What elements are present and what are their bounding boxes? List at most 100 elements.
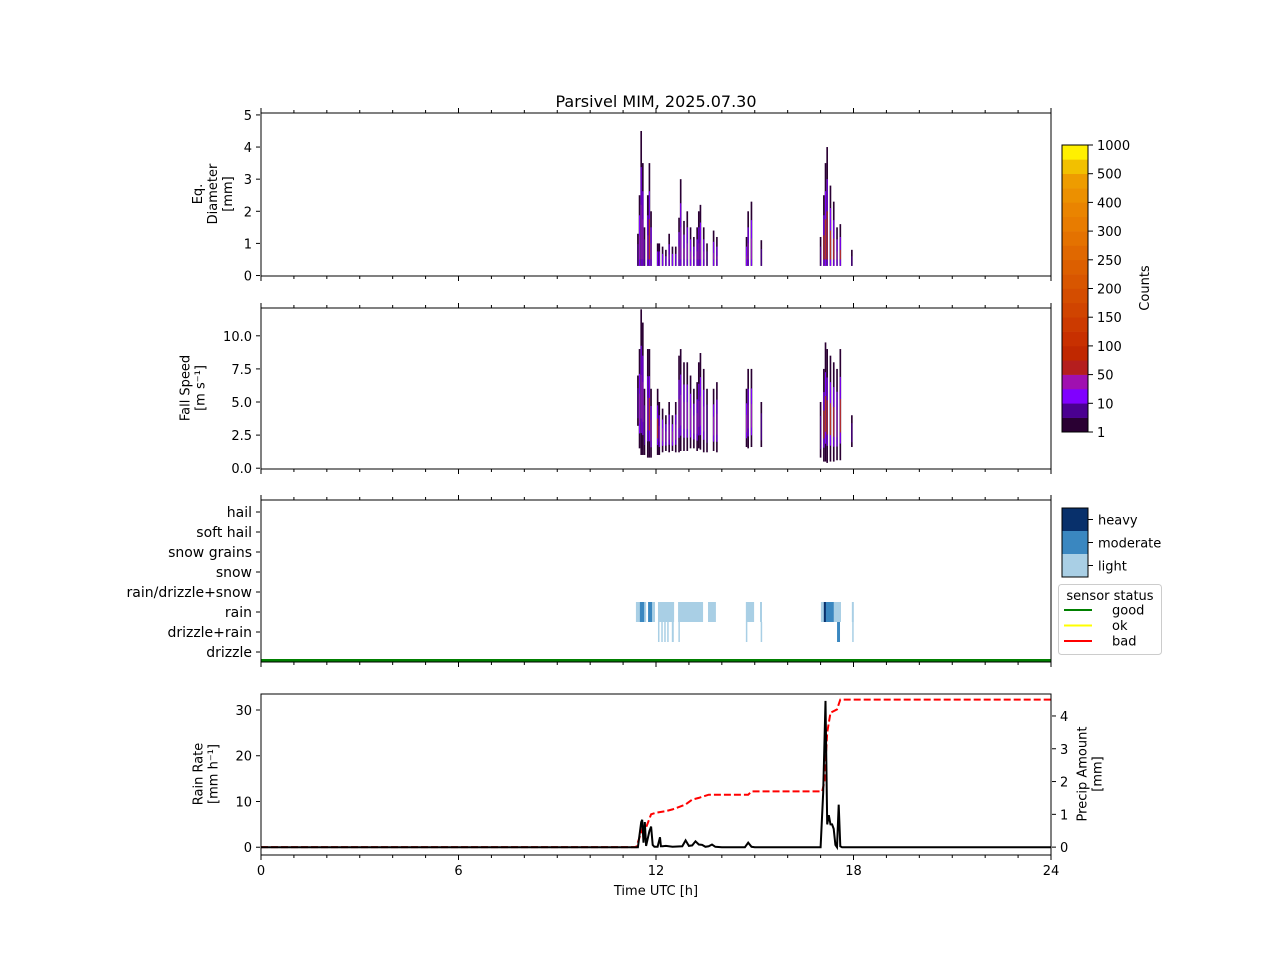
diameter-column-core — [820, 246, 822, 266]
rain-rate-line — [261, 700, 1051, 851]
diameter-axis-label-line: Eq. — [191, 184, 206, 205]
y-tick-label: 0 — [244, 270, 252, 285]
colorbar-bin — [1062, 403, 1088, 418]
y-tick-label: 2 — [1060, 776, 1068, 791]
diameter-column-peak — [839, 249, 841, 260]
colorbar-tick-label: 150 — [1097, 311, 1122, 326]
y-tick-label: drizzle+rain — [167, 625, 252, 641]
fallspeed-axis-label-line: Fall Speed — [179, 355, 194, 421]
weather-segment-light — [657, 622, 660, 642]
weather-segment-light — [667, 622, 669, 642]
colorbar-tick-label: 300 — [1097, 225, 1122, 240]
fallspeed-column-peak — [746, 414, 747, 433]
colorbar-tick-label: 200 — [1097, 283, 1122, 298]
fallspeed-column-peak — [639, 393, 640, 424]
y-tick-label: 7.5 — [231, 363, 252, 378]
fallspeed-column-core — [637, 388, 639, 419]
diameter-column-peak — [680, 227, 682, 260]
diameter-column-peak — [690, 251, 691, 260]
y-tick-label: 1 — [244, 237, 252, 252]
colorbar-bin — [1062, 216, 1088, 232]
y-tick-label: 5.0 — [231, 396, 252, 411]
intensity-label: light — [1098, 560, 1127, 575]
y-tick-label: 2 — [244, 205, 252, 220]
fallspeed-column-peak — [836, 410, 838, 438]
colorbar-bin — [1062, 159, 1088, 174]
panel-frame-1 — [260, 112, 1052, 277]
colorbar-tick-label: 10 — [1097, 397, 1114, 412]
diameter-column-peak — [713, 253, 715, 260]
y-tick-label: drizzle — [206, 645, 252, 661]
colorbar-tick-label: 400 — [1097, 196, 1122, 211]
fallspeed-column-peak — [839, 399, 841, 433]
fallspeed-column-peak — [747, 404, 749, 429]
colorbar-bin — [1062, 202, 1088, 218]
diameter-column-core — [665, 256, 667, 266]
precip-amount-axis-label: Precip Amount [mm] — [1076, 727, 1106, 822]
fallspeed-column-peak — [693, 415, 695, 434]
diameter-column-peak — [678, 246, 680, 260]
status-legend-label: ok — [1112, 619, 1128, 634]
fallspeed-axis-label: Fall Speed [m s⁻¹] — [179, 355, 209, 421]
precip-amount-axis-label-line: [mm] — [1091, 756, 1106, 791]
y-tick-label: 2.5 — [231, 429, 252, 444]
weather-segment-light — [678, 622, 680, 642]
x-axis-label: Time UTC [h] — [613, 884, 698, 899]
diameter-column-peak — [648, 219, 650, 260]
rain-rate-axis-label: Rain Rate [mm h⁻¹] — [192, 743, 222, 806]
intensity-label: heavy — [1098, 514, 1138, 529]
diameter-column-core — [706, 251, 708, 266]
fallspeed-column-peak — [642, 382, 644, 422]
fallspeed-column-peak — [662, 428, 664, 442]
weather-segment-light — [657, 602, 675, 622]
diameter-column-core — [657, 251, 659, 266]
diameter-column-peak — [830, 230, 831, 260]
weather-segment-heavy — [823, 602, 826, 622]
diameter-column-core — [643, 239, 646, 266]
y-tick-label: 10.0 — [223, 330, 252, 345]
y-tick-label: 30 — [235, 704, 252, 719]
diameter-column-peak — [647, 235, 649, 260]
weather-segment-moderate — [837, 622, 841, 642]
weather-segment-light — [745, 602, 755, 622]
colorbar-bin — [1062, 388, 1088, 404]
fallspeed-column-peak — [830, 403, 831, 436]
intensity-swatch-heavy — [1062, 508, 1088, 531]
x-tick-label: 12 — [648, 864, 665, 879]
y-tick-label: hail — [227, 505, 252, 521]
weather-segment-light — [760, 602, 762, 622]
intensity-legend-frame — [1061, 507, 1089, 578]
fallspeed-column-peak — [647, 397, 649, 431]
diameter-column-peak — [700, 240, 701, 260]
fallspeed-column-peak — [672, 431, 673, 443]
diameter-axis-label: Eq. Diameter [mm] — [191, 163, 236, 224]
fallspeed-column-peak — [825, 396, 826, 432]
intensity-label: moderate — [1098, 537, 1161, 552]
panel-frame-2 — [260, 307, 1052, 470]
fallspeed-column-core — [760, 413, 762, 441]
fallspeed-column-peak — [686, 402, 688, 429]
fallspeed-column-peak — [696, 413, 698, 434]
x-tick-label: 0 — [257, 864, 265, 879]
y-tick-label: rain/drizzle+snow — [127, 585, 252, 601]
diameter-column-peak — [686, 243, 688, 260]
x-tick-label: 24 — [1043, 864, 1060, 879]
fallspeed-column-peak — [683, 402, 685, 429]
colorbar-bin — [1062, 360, 1088, 375]
colorbar-tick-label: 1000 — [1097, 139, 1130, 154]
fallspeed-column-peak — [680, 394, 682, 426]
diameter-column-peak — [823, 235, 825, 260]
y-tick-label: 4 — [1060, 710, 1068, 725]
y-tick-label: 1 — [1060, 808, 1068, 823]
colorbar-tick-label: 100 — [1097, 340, 1122, 355]
weather-segment-moderate — [648, 602, 653, 622]
fallspeed-column-peak — [668, 424, 670, 440]
diameter-column-core — [671, 253, 673, 266]
diameter-column-peak — [642, 219, 644, 260]
colorbar-label: Counts — [1138, 265, 1153, 311]
fallspeed-column-core — [851, 423, 853, 443]
fallspeed-column-peak — [716, 413, 718, 435]
colorbar-bin — [1062, 145, 1088, 160]
